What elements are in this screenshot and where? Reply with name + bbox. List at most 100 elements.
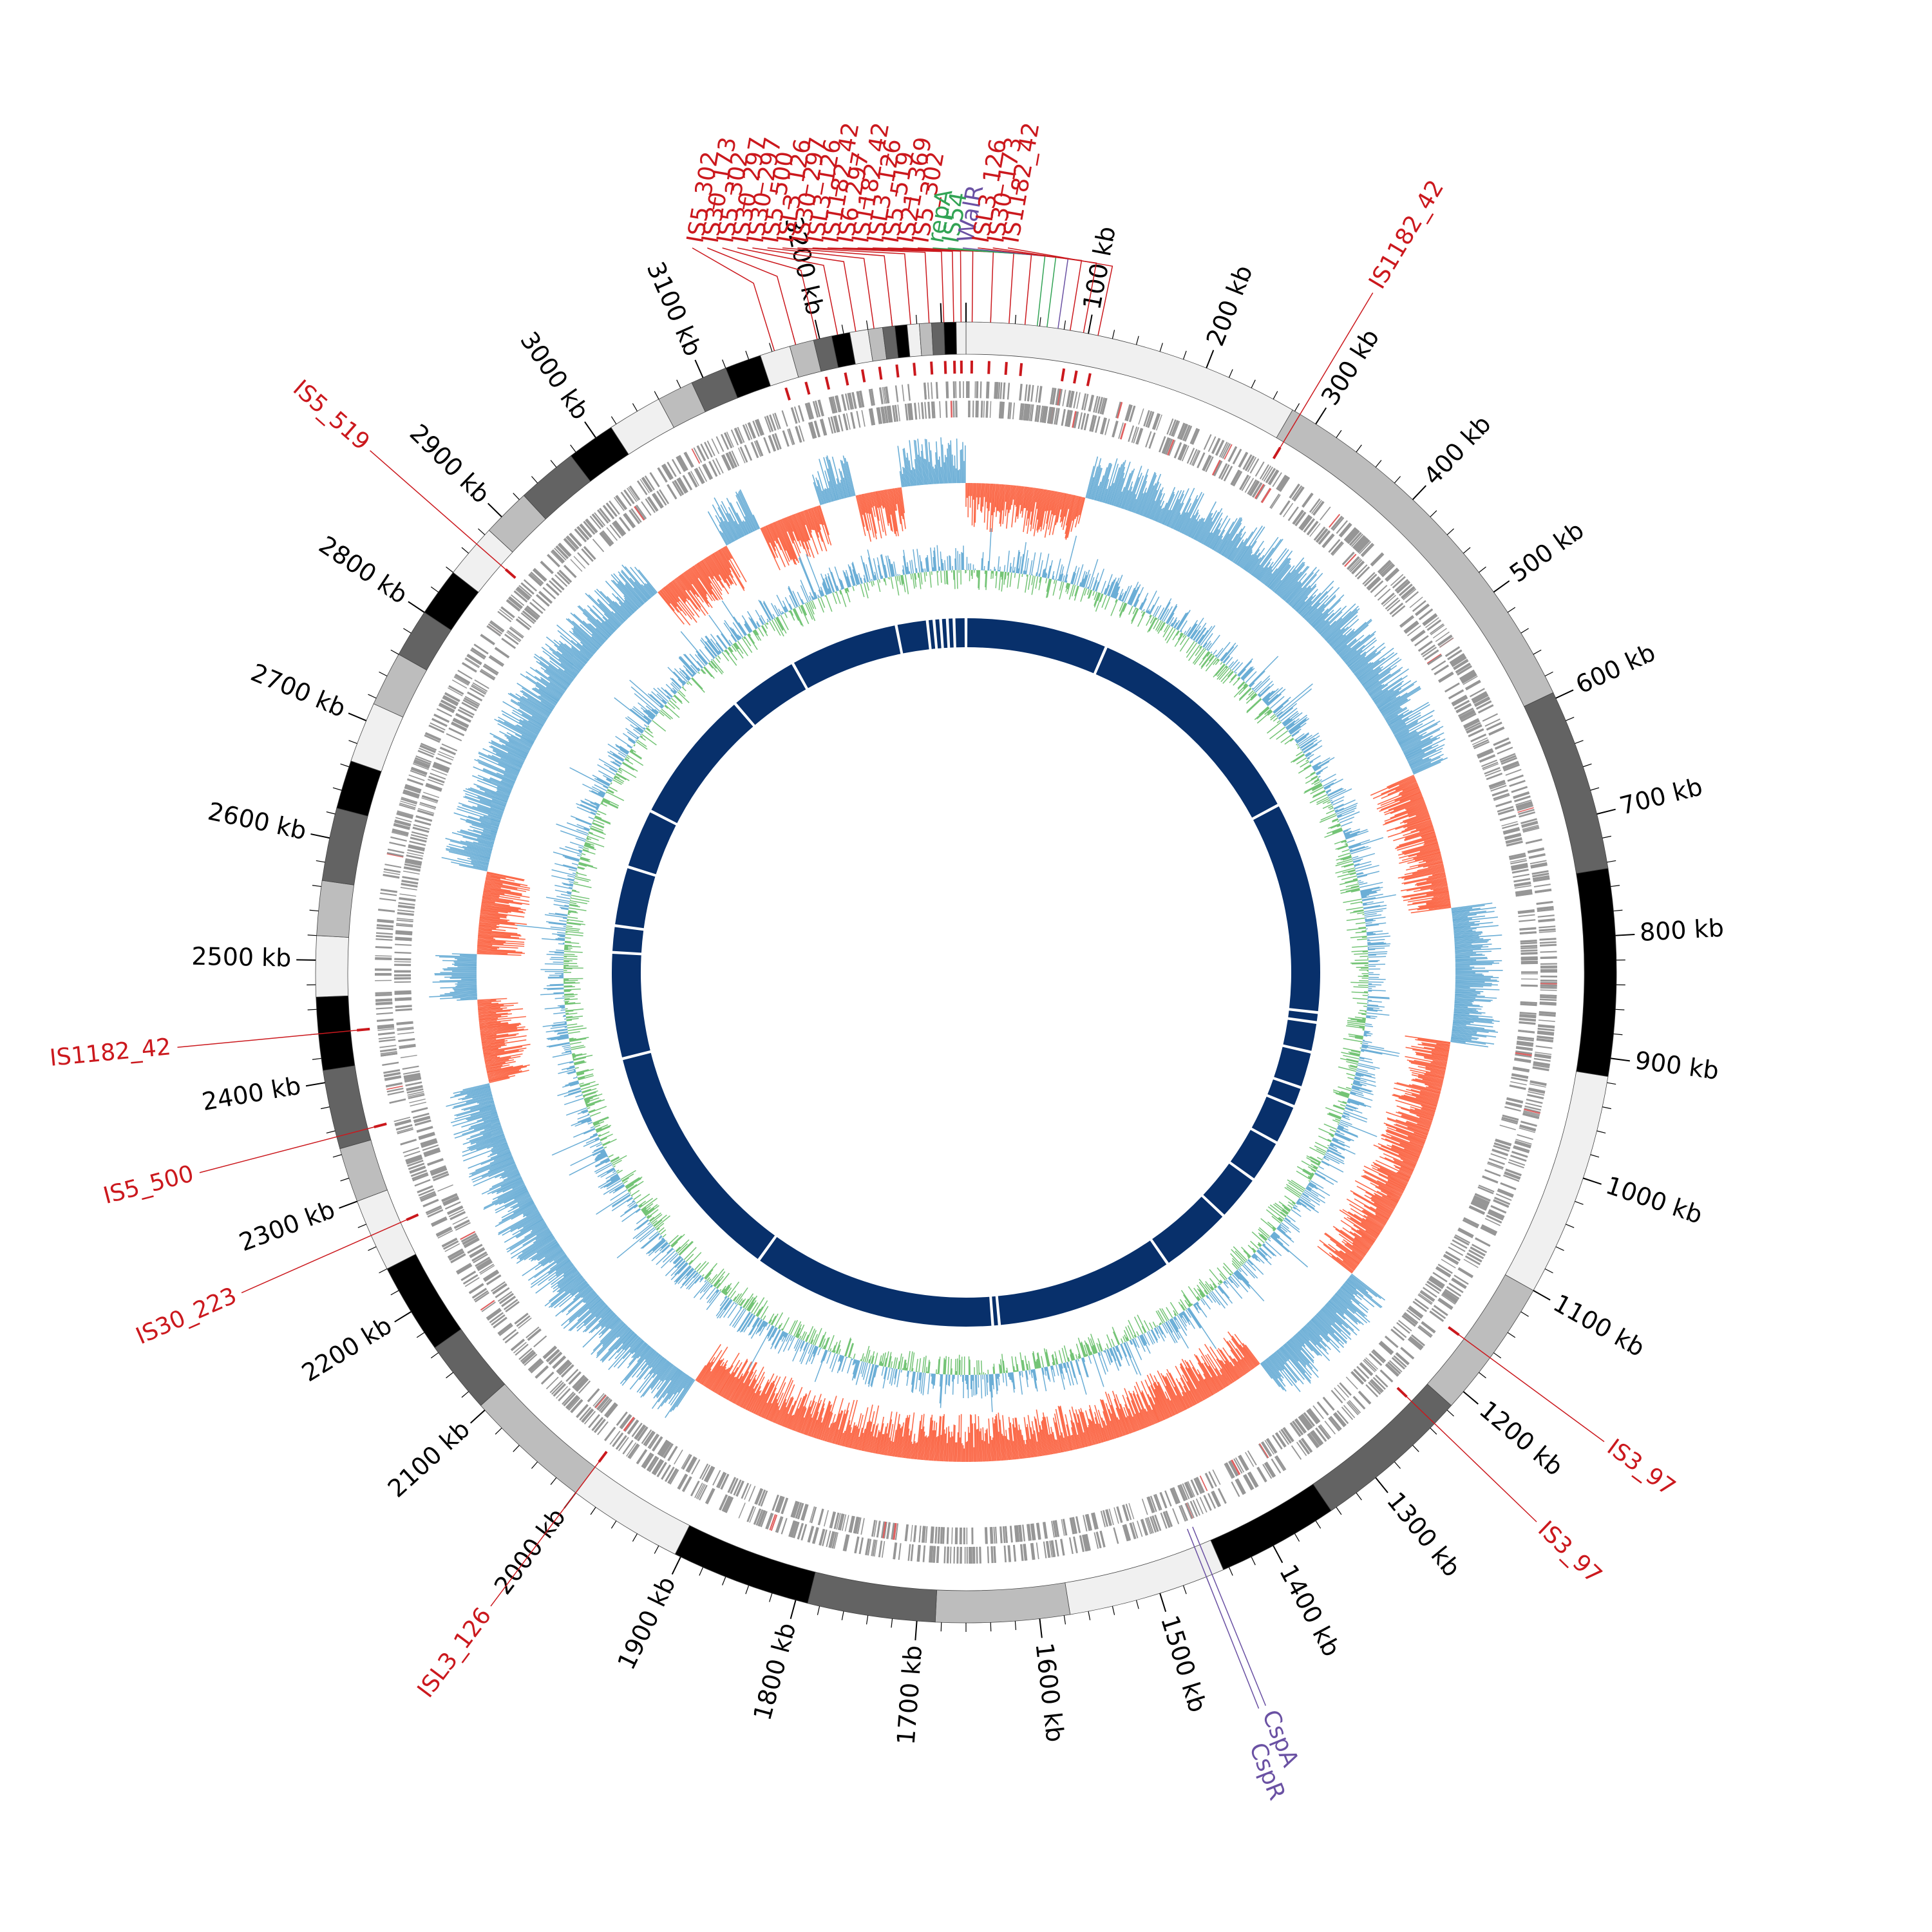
cds-mark (471, 647, 486, 658)
cds-mark (690, 471, 699, 486)
cds-mark (1359, 541, 1372, 554)
cds-mark (663, 464, 674, 480)
axis-tick (1446, 528, 1454, 535)
cds-mark (1486, 721, 1502, 730)
cds-mark (797, 1502, 804, 1520)
cds-mark (1514, 881, 1531, 886)
cds-mark (1065, 410, 1070, 427)
cds-mark (1494, 1197, 1511, 1206)
cds-mark (683, 452, 693, 468)
cds-mark (1330, 1416, 1342, 1430)
cds-mark (599, 507, 611, 522)
cds-mark (1073, 392, 1078, 409)
cds-mark (402, 1147, 419, 1153)
cds-mark (652, 493, 663, 509)
axis-tick (940, 303, 942, 323)
cds-mark (1462, 1219, 1479, 1229)
cds-mark (1028, 404, 1032, 421)
cds-mark (1124, 1524, 1130, 1541)
cds-mark (427, 779, 444, 786)
axis-tick (430, 1352, 439, 1359)
axis-tick (1596, 1130, 1606, 1133)
axis-tick (866, 1615, 869, 1625)
cds-mark (412, 1172, 428, 1180)
cds-mark (1019, 403, 1023, 421)
cds-mark (810, 1506, 817, 1524)
axis-tick (390, 649, 399, 655)
cds-mark (1242, 476, 1251, 491)
cds-mark (1102, 1510, 1108, 1527)
cds-mark (1287, 506, 1299, 522)
cds-mark (565, 1368, 579, 1382)
cds-mark (1372, 1350, 1386, 1363)
cds-mark (1505, 769, 1522, 776)
cds-mark (1166, 418, 1174, 435)
mobile-element-mark (895, 364, 900, 378)
cds-mark (1521, 820, 1539, 827)
cds-mark (500, 606, 515, 619)
axis-tick (1039, 317, 1041, 327)
axis-tick-label: 2000 kb (489, 1503, 571, 1600)
cds-mark (497, 611, 512, 622)
cds-mark (798, 425, 805, 442)
cds-mark (907, 1544, 911, 1561)
cds-mark (1244, 455, 1255, 471)
axis-tick (307, 934, 317, 936)
axis-tick (379, 1268, 388, 1274)
cds-mark (1296, 1418, 1307, 1433)
cds-mark (438, 751, 455, 759)
cds-mark (1177, 444, 1186, 460)
cds-mark (513, 590, 528, 603)
cds-mark (739, 446, 748, 463)
axis-tick (1555, 689, 1574, 699)
cds-mark (406, 1157, 423, 1165)
cds-mark (1412, 1300, 1428, 1312)
cds-mark (1012, 1544, 1017, 1562)
cds-mark (1448, 1246, 1464, 1256)
cds-mark (581, 1408, 593, 1422)
cds-mark (401, 797, 418, 803)
cds-mark (395, 817, 412, 823)
axis-tick (1336, 430, 1342, 438)
cds-mark (1534, 1053, 1551, 1057)
cds-mark (1507, 774, 1524, 782)
axis-tick (1159, 343, 1163, 352)
cds-mark (1422, 613, 1437, 625)
cds-mark (480, 668, 496, 679)
cds-mark (1301, 1437, 1313, 1453)
cds-mark (1032, 1523, 1036, 1540)
axis-tick (357, 1224, 366, 1228)
cds-mark (436, 708, 453, 717)
cds-mark (702, 464, 712, 480)
cds-mark (614, 520, 627, 535)
cds-mark (397, 810, 414, 816)
inner-contig-segment (612, 953, 650, 1057)
cds-mark (636, 504, 647, 520)
cds-mark (1520, 952, 1538, 954)
cds-mark (667, 484, 677, 500)
cds-mark (886, 1522, 891, 1539)
cds-mark (1062, 389, 1066, 406)
mobile-element-mark (804, 381, 811, 395)
cds-mark (705, 1488, 714, 1504)
cds-mark (1248, 480, 1259, 496)
cds-mark (1486, 772, 1502, 780)
cds-mark (1179, 423, 1188, 440)
cds-mark (1097, 397, 1103, 414)
cds-mark (1293, 1420, 1304, 1435)
cds-mark (775, 1516, 782, 1533)
cds-mark (1318, 1425, 1331, 1440)
cds-mark (1401, 1314, 1416, 1327)
cds-mark (419, 745, 436, 753)
cds-mark (394, 1119, 412, 1126)
cds-mark (1533, 1064, 1550, 1068)
cds-mark (1522, 1112, 1540, 1119)
cds-mark (1437, 1298, 1453, 1311)
axis-tick (1412, 1444, 1419, 1452)
cds-mark (395, 931, 413, 934)
cds-mark (615, 1435, 627, 1450)
cds-mark (1233, 471, 1243, 487)
cds-mark (1276, 475, 1287, 490)
cds-mark (489, 1312, 504, 1323)
cds-mark (1181, 445, 1189, 462)
